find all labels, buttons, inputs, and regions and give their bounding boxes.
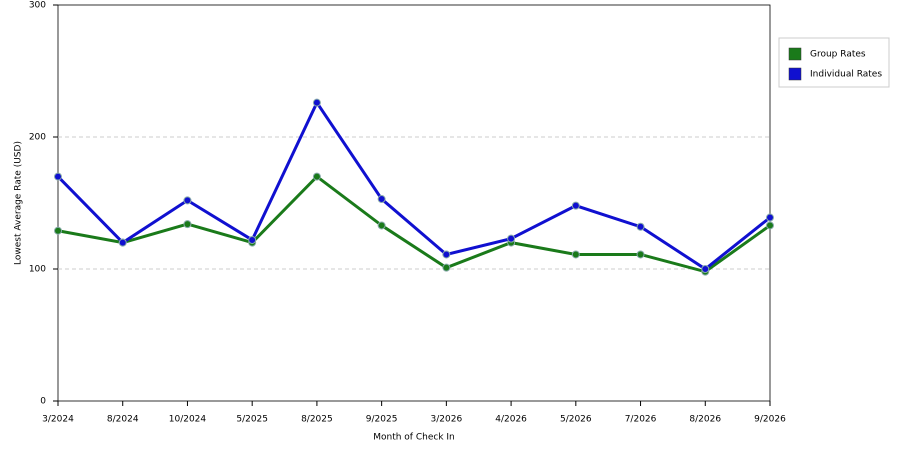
data-point: [636, 250, 645, 259]
y-axis-label: Lowest Average Rate (USD): [14, 141, 24, 265]
y-tick-label: 300: [29, 1, 46, 11]
data-point: [442, 250, 451, 259]
x-tick-label: 9/2026: [754, 415, 786, 425]
plot-area: [57, 4, 771, 402]
data-point: [248, 235, 257, 244]
data-point: [377, 195, 386, 204]
data-point: [118, 238, 127, 247]
data-point: [54, 226, 62, 235]
legend-label: Individual Rates: [810, 70, 882, 80]
data-point: [766, 213, 774, 222]
series-line: [56, 99, 771, 271]
legend-label: Group Rates: [810, 50, 866, 60]
data-point: [183, 220, 192, 229]
y-tick-label: 0: [40, 397, 46, 407]
data-point: [442, 263, 451, 272]
y-tick-label: 100: [29, 265, 46, 275]
data-point: [377, 221, 386, 230]
x-tick-label: 8/2026: [689, 415, 721, 425]
x-tick-label: 8/2025: [301, 415, 333, 425]
data-point: [183, 196, 192, 205]
x-tick-label: 8/2024: [107, 415, 139, 425]
x-tick-label: 3/2024: [42, 415, 74, 425]
data-point: [701, 265, 710, 273]
x-tick-label: 9/2025: [366, 415, 398, 425]
legend-swatch: [788, 47, 802, 61]
x-tick-label: 3/2026: [431, 415, 463, 425]
x-tick-label: 5/2026: [560, 415, 592, 425]
data-point: [312, 172, 321, 181]
data-point: [507, 234, 516, 243]
data-point: [54, 172, 62, 181]
x-axis-label: Month of Check In: [373, 433, 455, 443]
data-point: [766, 221, 774, 230]
y-tick-label: 200: [29, 133, 46, 143]
series-line: [57, 174, 771, 274]
data-point: [571, 201, 580, 210]
data-point: [636, 222, 645, 231]
x-tick-label: 10/2024: [169, 415, 207, 425]
data-point: [571, 250, 580, 259]
x-tick-label: 7/2026: [625, 415, 657, 425]
legend-swatch: [788, 67, 802, 81]
x-tick-label: 5/2025: [236, 415, 268, 425]
x-tick-label: 4/2026: [495, 415, 527, 425]
data-point: [312, 98, 321, 107]
